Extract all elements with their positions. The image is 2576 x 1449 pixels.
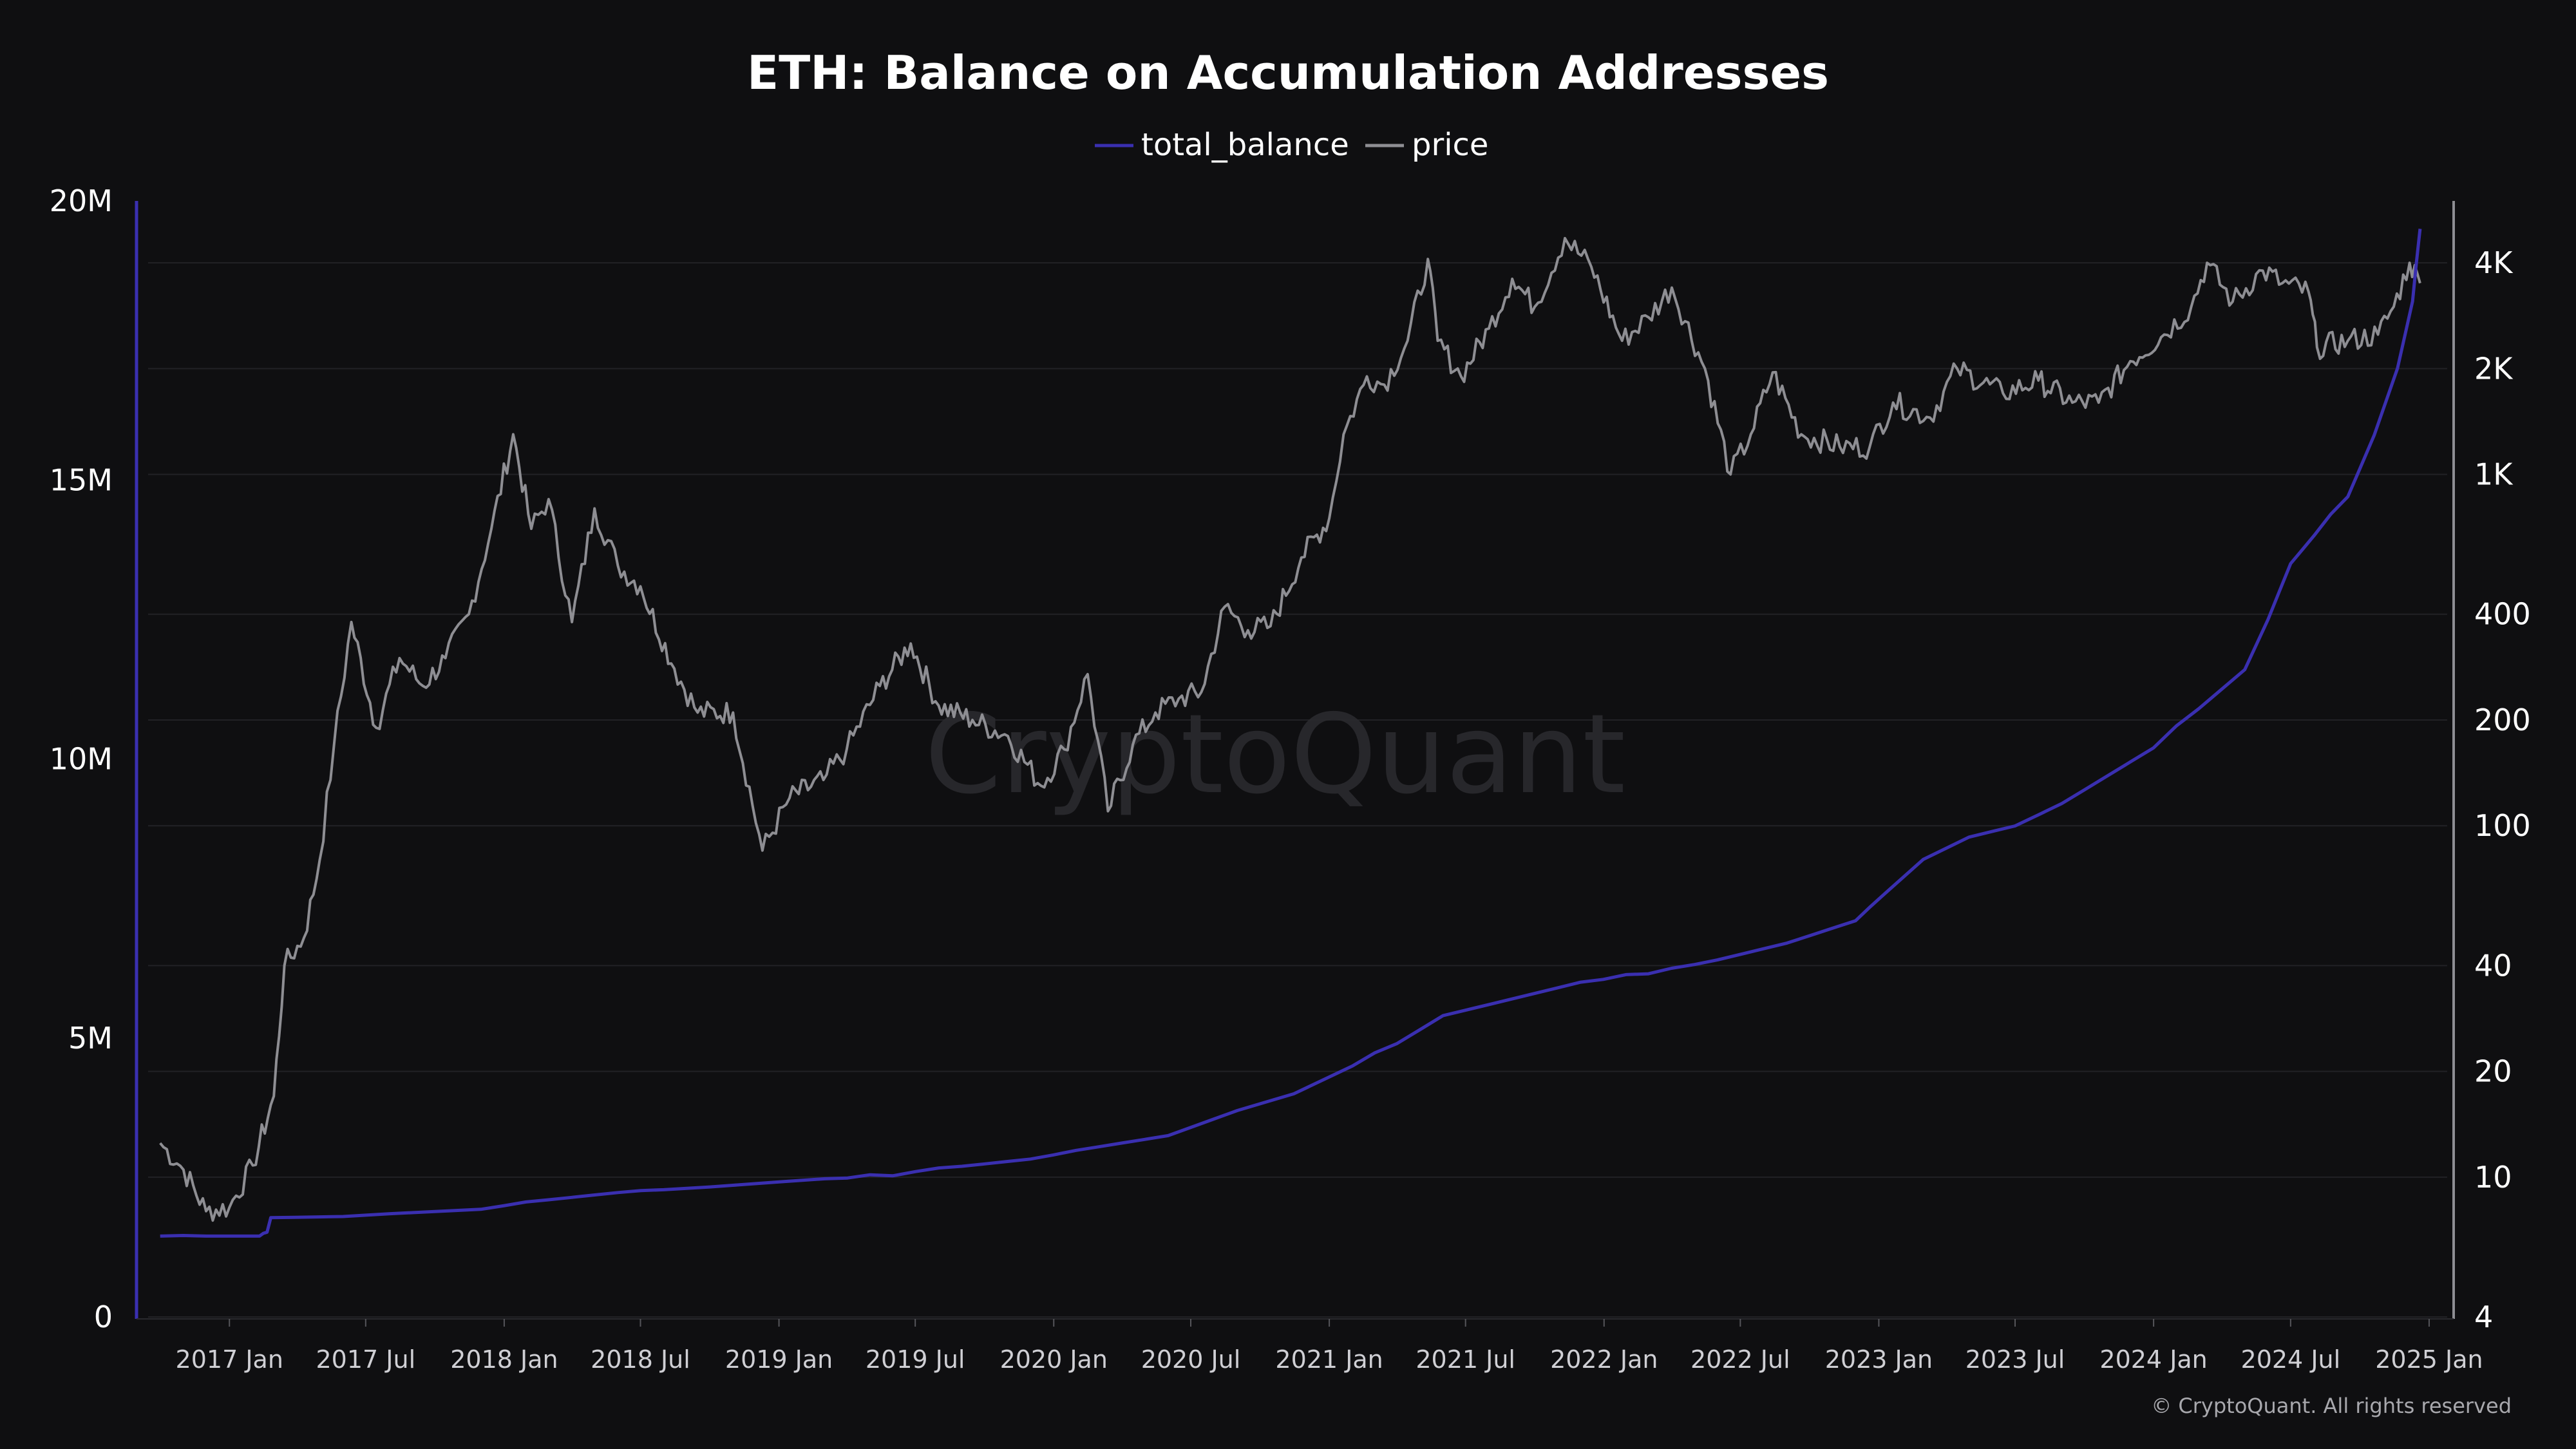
left-y-tick-label: 20M <box>50 184 113 218</box>
x-tick-label: 2020 Jul <box>1141 1345 1241 1374</box>
copyright-notice: © CryptoQuant. All rights reserved <box>2151 1394 2512 1418</box>
x-tick-label: 2024 Jan <box>2099 1345 2207 1374</box>
left-y-tick-label: 0 <box>94 1300 113 1334</box>
right-y-tick-label: 4K <box>2474 245 2514 280</box>
right-y-axis-ticks: 4 10 20 40 100 200 400 1K 2K 4K <box>2474 245 2531 1334</box>
right-y-tick-label: 20 <box>2474 1054 2512 1089</box>
right-y-tick-label: 1K <box>2474 457 2514 492</box>
chart-title: ETH: Balance on Accumulation Addresses <box>747 46 1829 100</box>
x-tick-label: 2023 Jan <box>1825 1345 1933 1374</box>
legend-item-price[interactable]: price <box>1365 127 1488 163</box>
x-tick-label: 2021 Jan <box>1275 1345 1383 1374</box>
series-line-total-balance <box>160 229 2422 1238</box>
left-y-axis-ticks: 0 5M 10M 15M 20M <box>50 184 113 1334</box>
legend: total_balance price <box>1095 127 1488 163</box>
x-tick-label: 2018 Jul <box>591 1345 690 1374</box>
right-y-tick-label: 400 <box>2474 597 2531 632</box>
right-y-tick-label: 2K <box>2474 351 2514 386</box>
legend-item-total-balance[interactable]: total_balance <box>1095 127 1349 163</box>
x-tick-label: 2017 Jul <box>316 1345 416 1374</box>
legend-label-total-balance: total_balance <box>1141 127 1349 163</box>
series-line-price <box>159 236 2421 1222</box>
gridlines <box>148 262 2447 1318</box>
left-y-tick-label: 5M <box>68 1021 113 1056</box>
x-tick-label: 2019 Jul <box>866 1345 965 1374</box>
x-tick-label: 2021 Jul <box>1416 1345 1515 1374</box>
x-tick-label: 2022 Jan <box>1550 1345 1658 1374</box>
right-y-tick-label: 200 <box>2474 703 2531 737</box>
legend-label-price: price <box>1412 127 1488 163</box>
right-y-tick-label: 10 <box>2474 1160 2512 1195</box>
left-y-tick-label: 15M <box>50 462 113 497</box>
x-tick-label: 2018 Jan <box>450 1345 558 1374</box>
right-y-tick-label: 40 <box>2474 948 2512 983</box>
x-tick-label: 2024 Jul <box>2241 1345 2341 1374</box>
x-tick-label: 2019 Jan <box>725 1345 833 1374</box>
x-axis-ticks: 2017 Jan 2017 Jul 2018 Jan 2018 Jul 2019 Jan… <box>176 1319 2483 1374</box>
x-tick-label: 2023 Jul <box>1965 1345 2065 1374</box>
x-tick-label: 2022 Jul <box>1690 1345 1790 1374</box>
x-tick-label: 2025 Jan <box>2375 1345 2483 1374</box>
x-tick-label: 2020 Jan <box>1000 1345 1108 1374</box>
right-y-tick-label: 100 <box>2474 808 2531 843</box>
watermark: CryptoQuant <box>925 691 1625 819</box>
x-tick-label: 2017 Jan <box>176 1345 283 1374</box>
left-y-tick-label: 10M <box>50 742 113 777</box>
right-y-tick-label: 4 <box>2474 1300 2493 1334</box>
